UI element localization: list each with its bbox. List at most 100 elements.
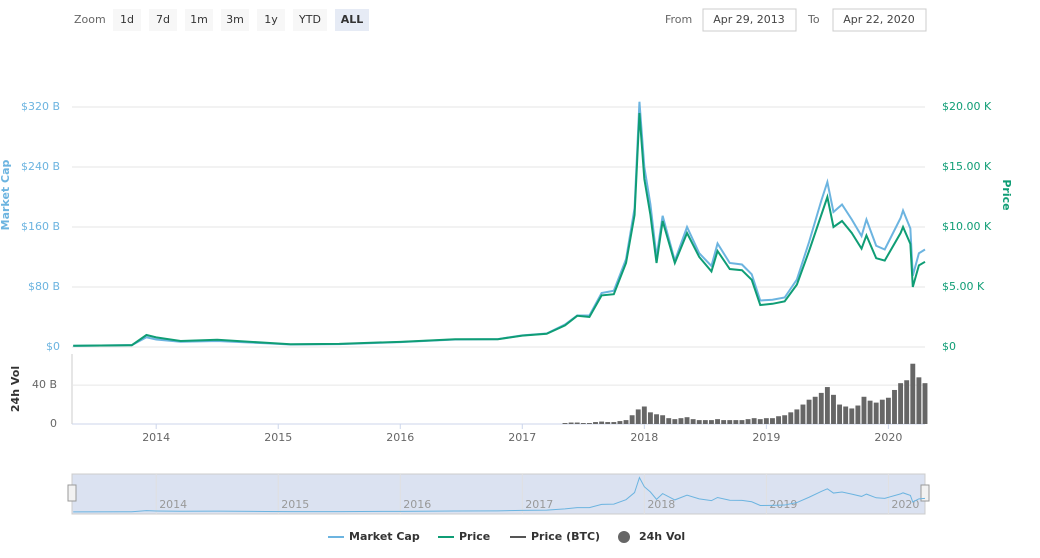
navigator-label: 2019 bbox=[769, 498, 797, 511]
zoom-button[interactable] bbox=[257, 9, 285, 31]
zoom-button-label: 1d bbox=[120, 13, 134, 26]
bar bbox=[892, 389, 897, 424]
bar bbox=[794, 409, 800, 424]
bar bbox=[824, 387, 830, 424]
zoom-button-label: YTD bbox=[298, 13, 321, 26]
y2-tick-label: $15.00 K bbox=[942, 160, 992, 173]
bar bbox=[770, 418, 775, 424]
to-input[interactable] bbox=[832, 8, 927, 32]
legend-label[interactable]: Price bbox=[459, 530, 490, 543]
bar bbox=[641, 406, 647, 424]
bar bbox=[605, 422, 611, 424]
bar bbox=[885, 397, 891, 424]
bar bbox=[580, 423, 586, 424]
bar bbox=[739, 420, 745, 424]
bar bbox=[635, 409, 641, 424]
x-tick-label: 2018 bbox=[630, 431, 658, 444]
x-tick-label: 2016 bbox=[386, 431, 414, 444]
x-tick-label: 2020 bbox=[874, 431, 902, 444]
x-tick-label: 2014 bbox=[142, 431, 170, 444]
bar bbox=[831, 394, 836, 424]
zoom-button[interactable] bbox=[149, 9, 177, 31]
x-tick-label: 2015 bbox=[264, 431, 292, 444]
zoom-button-label: 7d bbox=[156, 13, 170, 26]
bar bbox=[647, 412, 653, 424]
y-tick-label: 0 bbox=[50, 417, 57, 430]
navigator-handle[interactable] bbox=[920, 484, 930, 502]
bar bbox=[568, 422, 574, 424]
bar bbox=[837, 404, 843, 424]
bar bbox=[574, 422, 580, 424]
y-axis-title: 24h Vol bbox=[9, 366, 22, 412]
bar bbox=[867, 400, 873, 424]
zoom-button[interactable] bbox=[113, 9, 141, 31]
navigator-label: 2020 bbox=[891, 498, 919, 511]
y2-tick-label: $5.00 K bbox=[942, 280, 985, 293]
zoom-button[interactable] bbox=[293, 9, 327, 31]
to-label: To bbox=[807, 13, 820, 26]
bar bbox=[861, 396, 867, 424]
y-tick-label: 40 B bbox=[32, 378, 57, 391]
bar bbox=[818, 392, 824, 424]
bar bbox=[654, 414, 659, 424]
y-tick-label: $80 B bbox=[28, 280, 60, 293]
navigator-label: 2017 bbox=[525, 498, 553, 511]
y2-tick-label: $20.00 K bbox=[942, 100, 992, 113]
zoom-button[interactable] bbox=[221, 9, 249, 31]
bar bbox=[617, 421, 623, 424]
y2-axis-title: Price bbox=[1000, 179, 1013, 210]
bar bbox=[788, 412, 794, 424]
from-label: From bbox=[665, 13, 692, 26]
bar bbox=[629, 415, 635, 424]
zoom-button[interactable] bbox=[335, 9, 369, 31]
bar bbox=[855, 405, 861, 424]
zoom-button-label: 1m bbox=[190, 13, 208, 26]
navigator-label: 2014 bbox=[159, 498, 187, 511]
bar bbox=[678, 418, 684, 424]
bar bbox=[599, 421, 605, 424]
bar bbox=[873, 402, 879, 424]
line bbox=[73, 112, 926, 347]
from-input[interactable] bbox=[702, 8, 797, 32]
bar bbox=[904, 380, 910, 424]
y2-tick-label: $10.00 K bbox=[942, 220, 992, 233]
legend-label[interactable]: Market Cap bbox=[349, 530, 420, 543]
bar bbox=[745, 419, 751, 424]
bar bbox=[623, 420, 629, 424]
bar bbox=[812, 396, 818, 424]
zoom-button-label: ALL bbox=[341, 13, 364, 26]
x-tick-label: 2019 bbox=[752, 431, 780, 444]
navigator-handle[interactable] bbox=[67, 484, 77, 502]
y-axis-title: Market Cap bbox=[0, 160, 12, 231]
bar bbox=[715, 419, 720, 424]
legend-swatch bbox=[618, 531, 630, 543]
bar bbox=[763, 418, 769, 424]
bar bbox=[586, 423, 592, 424]
bar bbox=[562, 423, 568, 424]
navigator-label: 2016 bbox=[403, 498, 431, 511]
bar bbox=[776, 416, 782, 424]
to-date: Apr 22, 2020 bbox=[843, 13, 915, 26]
y-tick-label: $240 B bbox=[21, 160, 60, 173]
x-tick-label: 2017 bbox=[508, 431, 536, 444]
bar bbox=[922, 383, 928, 424]
bar bbox=[593, 422, 598, 424]
bar bbox=[684, 417, 690, 424]
zoom-button-label: 3m bbox=[226, 13, 244, 26]
bar bbox=[782, 415, 788, 424]
zoom-button[interactable] bbox=[185, 9, 213, 31]
bar bbox=[721, 420, 727, 424]
from-date: Apr 29, 2013 bbox=[713, 13, 785, 26]
bar bbox=[843, 406, 849, 424]
y-tick-label: $160 B bbox=[21, 220, 60, 233]
legend-label[interactable]: Price (BTC) bbox=[531, 530, 600, 543]
navigator-label: 2018 bbox=[647, 498, 675, 511]
bar bbox=[611, 422, 617, 424]
bar bbox=[916, 377, 922, 424]
bar bbox=[910, 363, 916, 424]
bar bbox=[696, 420, 702, 424]
line bbox=[73, 101, 926, 347]
navigator[interactable] bbox=[71, 473, 926, 515]
legend-label[interactable]: 24h Vol bbox=[639, 530, 685, 543]
